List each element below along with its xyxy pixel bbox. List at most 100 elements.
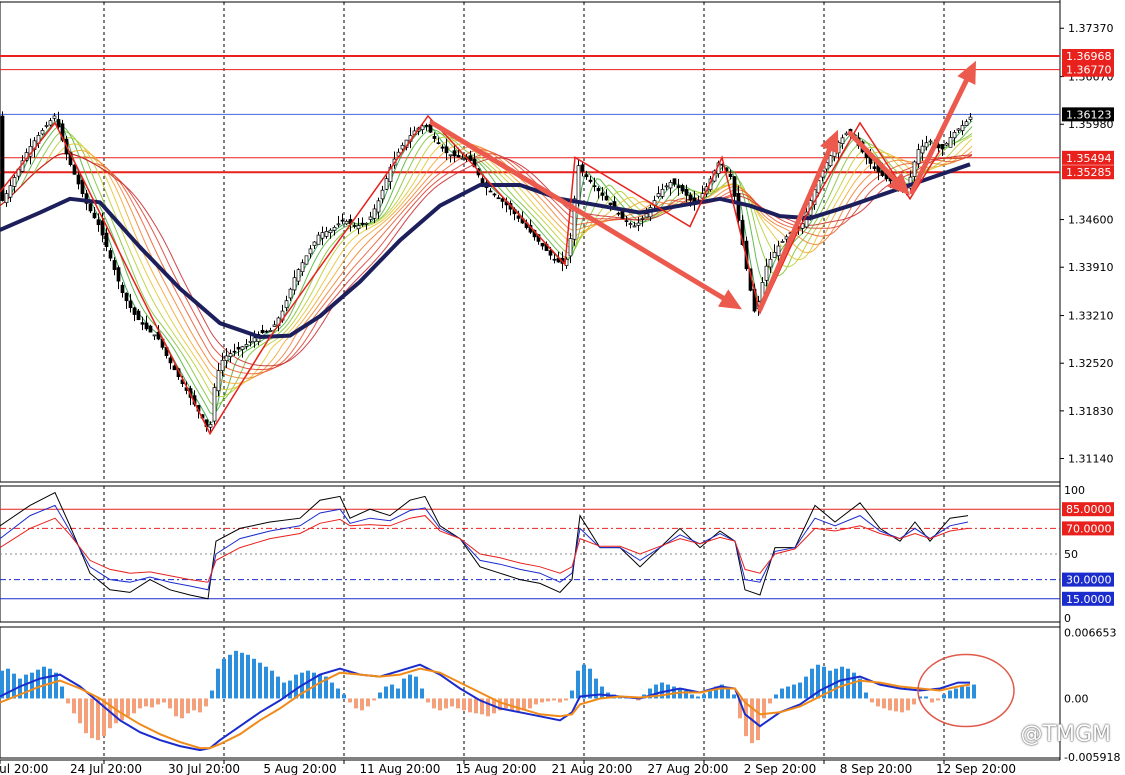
- macd-histogram-bar: [534, 698, 538, 705]
- candle-body: [48, 120, 53, 126]
- macd-histogram-bar: [714, 686, 718, 699]
- candle-body: [592, 185, 597, 188]
- candle-body: [968, 116, 973, 120]
- price-marker-box: [1062, 165, 1114, 180]
- macd-histogram-bar: [246, 654, 250, 699]
- candle-body: [584, 174, 589, 178]
- candle-body: [540, 242, 545, 247]
- candle-body: [948, 137, 953, 148]
- macd-histogram-bar: [150, 698, 154, 708]
- candle-body: [320, 232, 325, 239]
- candle-body: [252, 337, 257, 343]
- candle-body: [468, 155, 473, 161]
- macd-histogram-bar: [702, 694, 706, 699]
- candle-body: [672, 178, 677, 185]
- candle-body: [228, 353, 233, 358]
- macd-histogram-bar: [408, 674, 412, 699]
- macd-histogram-bar: [72, 698, 76, 714]
- candle-body: [440, 146, 445, 149]
- candle-body: [120, 284, 125, 293]
- candle-body: [944, 142, 949, 146]
- macd-tick-label: -0.005918: [1064, 751, 1120, 764]
- macd-histogram-bar: [474, 698, 478, 714]
- candle-body: [136, 310, 141, 321]
- macd-histogram-bar: [516, 698, 520, 713]
- time-tick-label: Jul 20:00: [0, 762, 48, 775]
- ma-fan-line: [0, 125, 973, 415]
- macd-histogram-bar: [798, 682, 802, 699]
- macd-histogram-bar: [582, 664, 586, 699]
- macd-histogram-bar: [432, 698, 436, 709]
- candle-body: [940, 143, 945, 150]
- candle-body: [588, 179, 593, 182]
- macd-histogram-bar: [522, 698, 526, 711]
- macd-histogram-bar: [480, 698, 484, 715]
- candle-body: [308, 248, 313, 255]
- candle-body: [244, 344, 249, 347]
- macd-histogram-bar: [426, 698, 430, 703]
- macd-histogram-bar: [114, 698, 118, 724]
- candle-body: [148, 325, 153, 333]
- oscillator-line: [0, 491, 969, 600]
- macd-histogram-bar: [258, 662, 262, 699]
- candle-body: [424, 124, 429, 127]
- candle-body: [956, 128, 961, 131]
- macd-histogram-bar: [402, 678, 406, 699]
- candle-body: [376, 200, 381, 213]
- time-tick-label: 27 Aug 20:00: [648, 762, 729, 775]
- macd-histogram-bar: [252, 658, 256, 699]
- macd-histogram-bar: [594, 678, 598, 699]
- candle-body: [356, 225, 361, 230]
- candle-body: [316, 234, 321, 245]
- macd-histogram-bar: [654, 684, 658, 699]
- osc-tick-label: 0: [1064, 612, 1071, 625]
- macd-histogram-bar: [648, 688, 652, 699]
- candle-body: [88, 203, 93, 212]
- candle-body: [676, 185, 681, 188]
- macd-histogram-bar: [138, 698, 142, 709]
- macd-tick-label: 0.006653: [1064, 626, 1117, 639]
- macd-histogram-bar: [6, 668, 10, 699]
- macd-histogram-bar: [900, 698, 904, 713]
- ma-fan-line: [0, 131, 973, 406]
- candle-body: [880, 170, 885, 176]
- time-tick-label: 11 Aug 20:00: [360, 762, 441, 775]
- candle-body: [380, 189, 385, 200]
- candle-body: [72, 164, 77, 175]
- macd-histogram-bar: [462, 698, 466, 711]
- macd-histogram-bar: [390, 684, 394, 699]
- candle-body: [248, 340, 253, 343]
- macd-histogram-bar: [816, 664, 820, 699]
- candle-body: [732, 176, 737, 197]
- zigzag-line: [0, 114, 941, 436]
- macd-histogram-bar: [372, 698, 376, 701]
- candle-body: [444, 146, 449, 154]
- macd-histogram-bar: [102, 698, 106, 737]
- macd-histogram-bar: [210, 690, 214, 699]
- macd-histogram-bar: [870, 698, 874, 703]
- level-marker-label: 30.0000: [1066, 574, 1112, 587]
- candle-body: [108, 250, 113, 259]
- time-tick-label: 8 Sep 20:00: [840, 762, 912, 775]
- price-tick-label: 1.37370: [1068, 22, 1114, 35]
- macd-histogram-bar: [378, 692, 382, 699]
- macd-histogram-bar: [552, 698, 556, 701]
- price-tick-label: 1.33910: [1068, 261, 1114, 274]
- macd-histogram-bar: [144, 698, 148, 707]
- candle-body: [232, 350, 237, 353]
- osc-tick-label: 50: [1064, 548, 1078, 561]
- candle-body: [500, 198, 505, 202]
- macd-histogram-bar: [468, 698, 472, 713]
- candle-body: [488, 190, 493, 193]
- candle-body: [112, 260, 117, 270]
- macd-histogram-bar: [222, 658, 226, 699]
- candle-body: [624, 220, 629, 223]
- macd-histogram-bar: [690, 694, 694, 699]
- time-tick-label: 12 Sep 20:00: [936, 762, 1016, 775]
- macd-histogram-bar: [762, 698, 766, 719]
- macd-histogram-bar: [162, 698, 166, 703]
- price-marker-box: [1062, 150, 1114, 165]
- macd-histogram-bar: [360, 698, 364, 711]
- ma-fan-line: [0, 142, 973, 384]
